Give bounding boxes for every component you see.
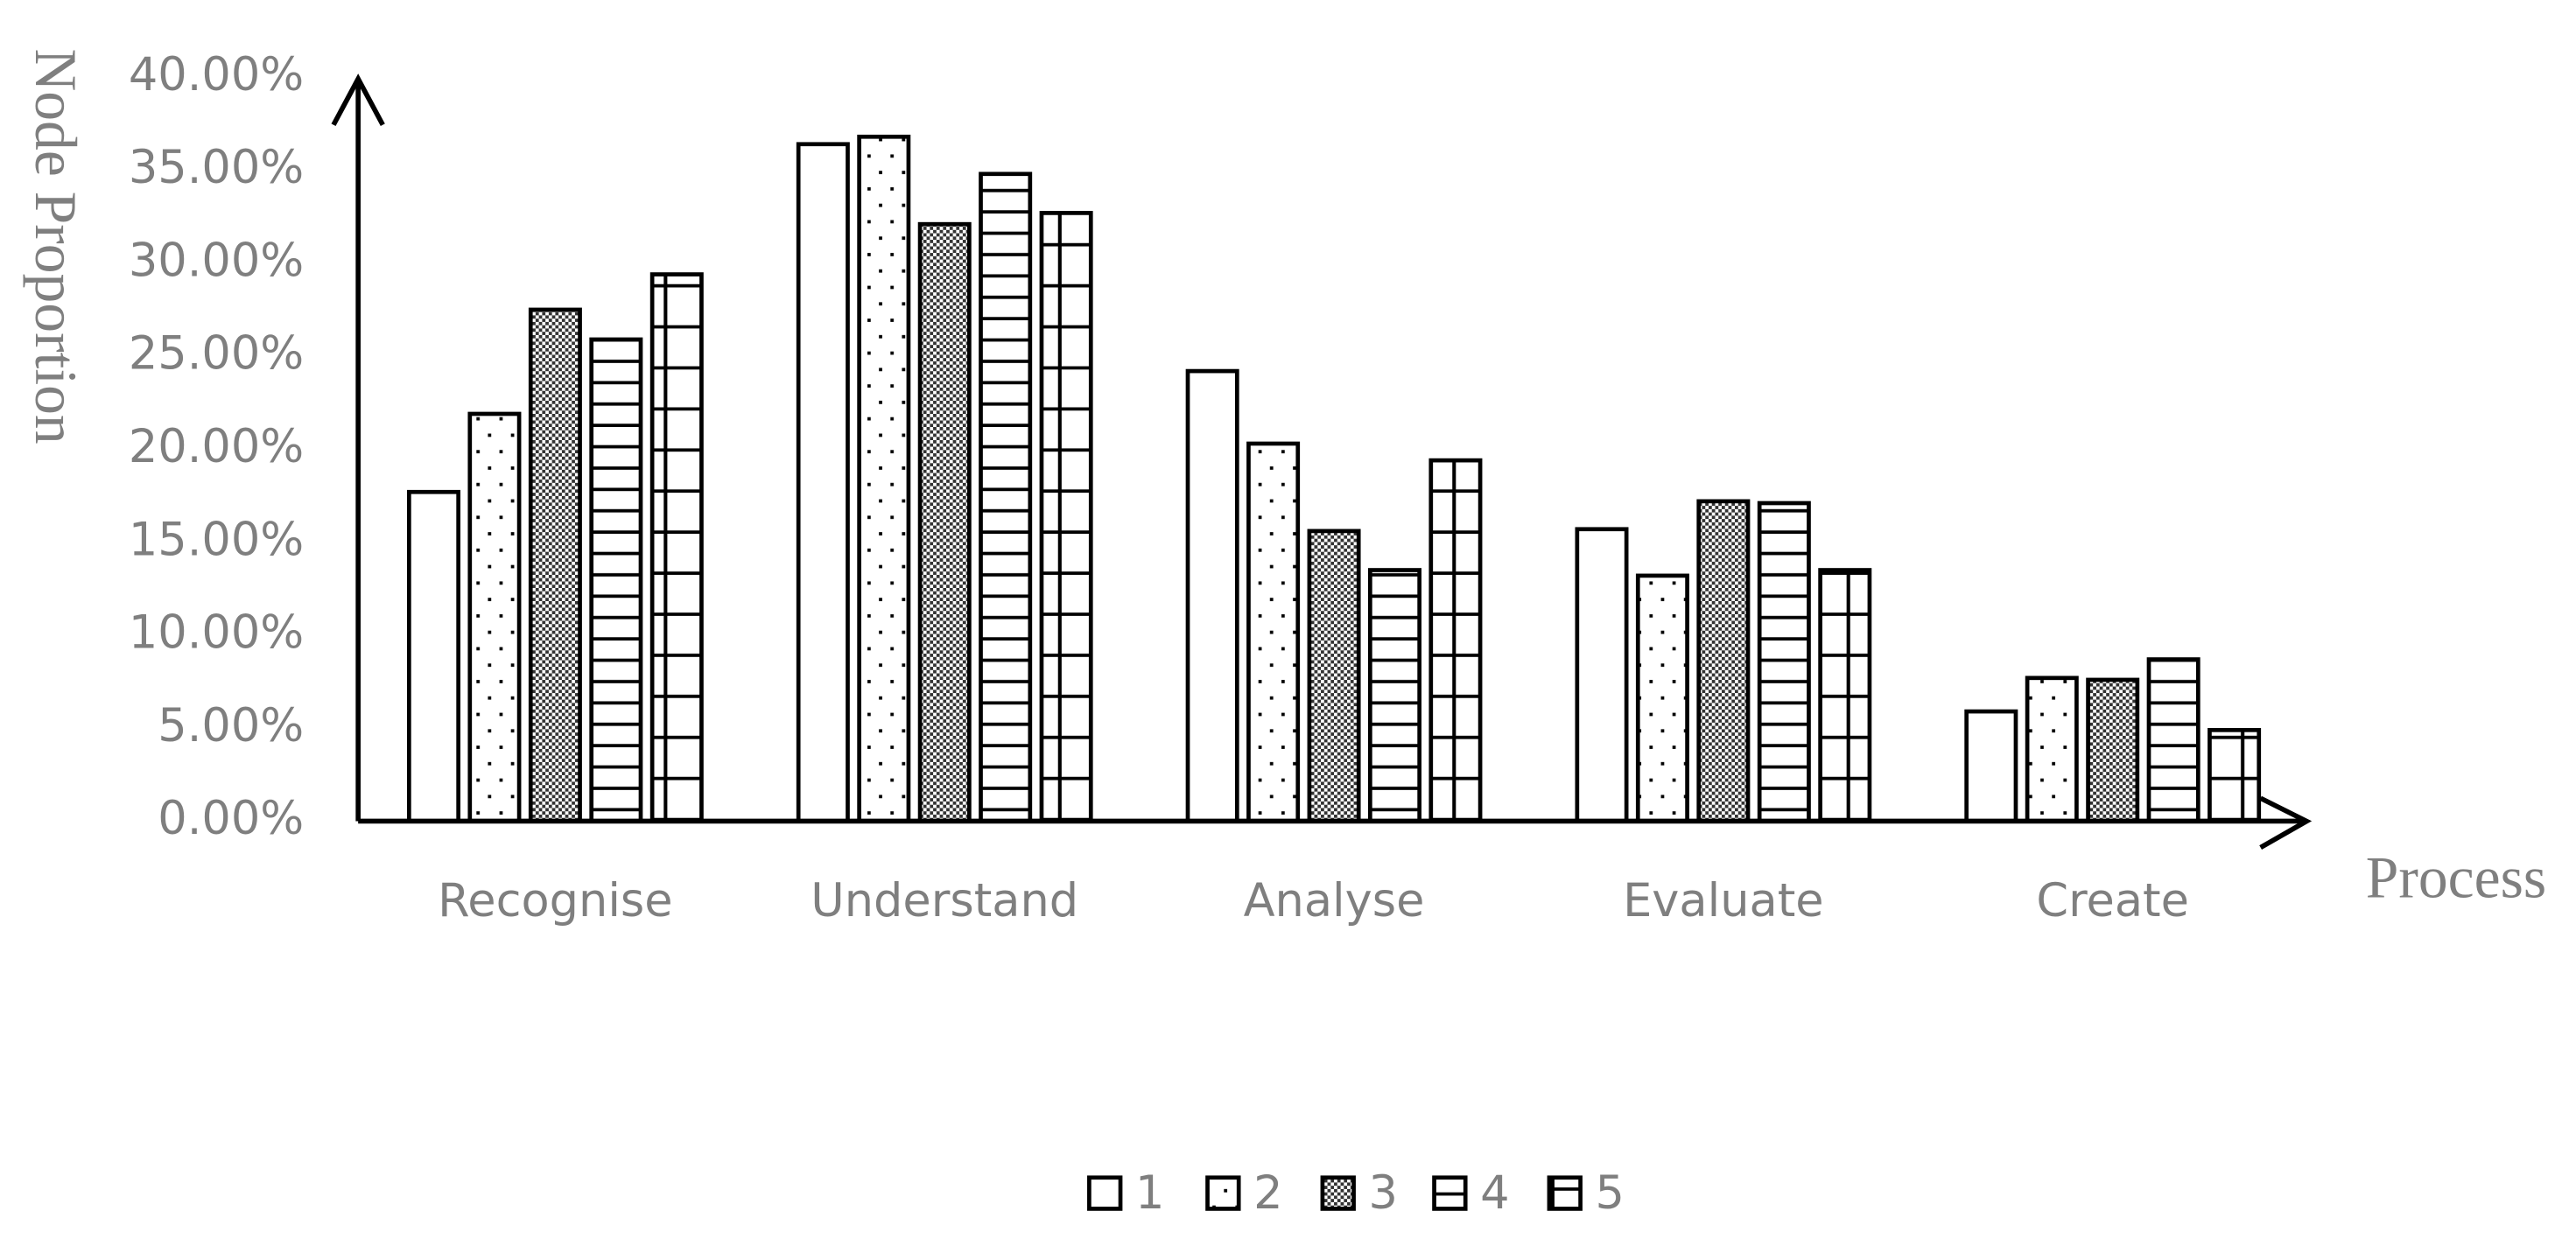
y-axis-arrow — [331, 74, 385, 127]
bar — [1696, 499, 1751, 823]
legend-swatch — [1432, 1175, 1468, 1211]
bar — [528, 307, 582, 823]
x-tick-label: Evaluate — [1623, 874, 1824, 928]
y-tick-label: 15.00% — [129, 513, 304, 566]
bar — [1964, 709, 2018, 823]
y-tick-label: 35.00% — [129, 141, 304, 194]
x-axis-arrow — [2259, 795, 2313, 850]
x-axis-title: Process — [2366, 844, 2546, 910]
bar — [589, 337, 643, 823]
y-tick-label: 40.00% — [129, 48, 304, 102]
x-tick-label: Create — [2036, 874, 2189, 928]
legend-swatch — [1320, 1175, 1356, 1211]
bar — [2086, 677, 2140, 823]
y-tick-label: 30.00% — [129, 234, 304, 287]
bar — [1757, 500, 1811, 823]
y-tick-label: 25.00% — [129, 327, 304, 381]
bar — [979, 172, 1033, 823]
bar — [467, 411, 522, 823]
bar — [407, 489, 461, 823]
x-tick-label: Analyse — [1244, 874, 1425, 928]
legend-label: 3 — [1368, 1166, 1397, 1220]
bar — [796, 142, 850, 823]
bar — [2146, 657, 2200, 823]
y-tick-label: 0.00% — [158, 792, 304, 845]
bar — [2025, 676, 2079, 823]
legend-swatch — [1205, 1175, 1241, 1211]
legend-label: 5 — [1595, 1166, 1624, 1220]
x-tick-label: Recognise — [438, 874, 672, 928]
legend-swatch — [1547, 1175, 1583, 1211]
legend-label: 4 — [1480, 1166, 1509, 1220]
bar — [917, 221, 972, 823]
bar — [857, 134, 911, 823]
legend-swatch — [1087, 1175, 1123, 1211]
bar — [1039, 211, 1093, 823]
bar — [1367, 568, 1421, 823]
bar — [1635, 573, 1689, 823]
legend-label: 2 — [1253, 1166, 1282, 1220]
legend-label: 1 — [1135, 1166, 1164, 1220]
y-tick-label: 10.00% — [129, 606, 304, 660]
bar — [1307, 528, 1361, 823]
bar — [1575, 527, 1629, 823]
y-tick-label: 20.00% — [129, 420, 304, 473]
y-tick-label: 5.00% — [158, 699, 304, 752]
bar — [2207, 727, 2262, 823]
y-axis-title: Node Proportion — [23, 48, 88, 444]
bar — [1428, 458, 1483, 823]
bar — [1818, 568, 1872, 823]
bar — [1246, 441, 1301, 823]
x-tick-label: Understand — [811, 874, 1078, 928]
bar — [649, 272, 704, 823]
bar — [1185, 368, 1239, 823]
